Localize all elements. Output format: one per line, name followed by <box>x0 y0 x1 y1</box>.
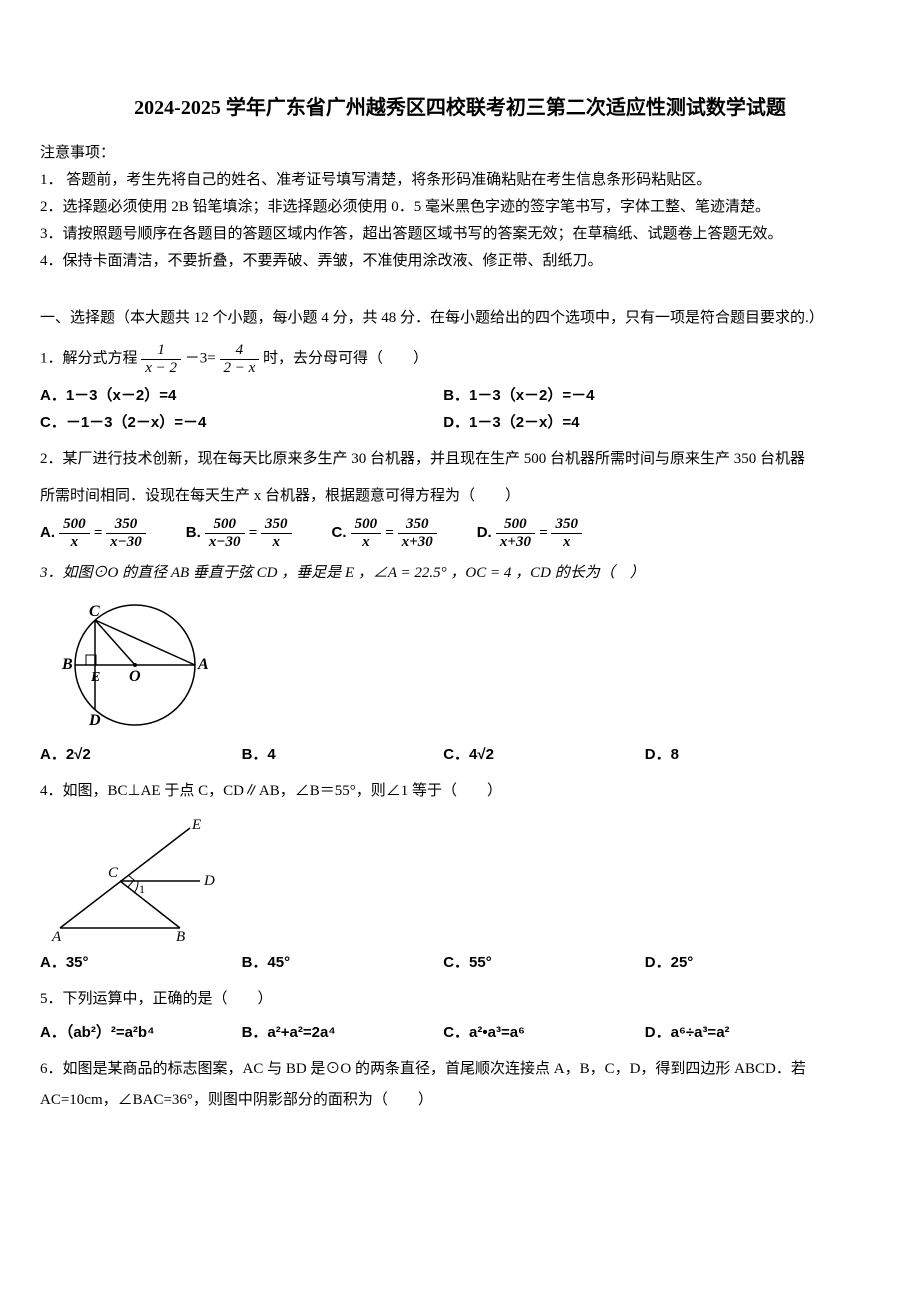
notice-head: 注意事项： <box>40 140 880 167</box>
q4-optC: C．55° <box>443 949 645 976</box>
q2-fD1n: 500 <box>496 516 535 534</box>
q1-mid: －3= <box>185 350 216 366</box>
q5-optD: D．a⁶÷a³=a² <box>645 1019 847 1046</box>
question-6a: 6．如图是某商品的标志图案，AC 与 BD 是⊙O 的两条直径，首尾顺次连接点 … <box>40 1056 880 1083</box>
q5-optA: A．（ab²）²=a²b⁴ <box>40 1019 242 1046</box>
question-3: 3．如图⊙O 的直径 AB 垂直于弦 CD ，垂足是 E ，∠A = 22.5°… <box>40 560 880 587</box>
q4-figure: E C D A B 1 <box>40 813 240 943</box>
q2-l2: 所需时间相同．设现在每天生产 x 台机器，根据题意可得方程为（ ） <box>40 488 520 504</box>
q1-f2-den: 2 − x <box>220 360 260 377</box>
q4-options: A．35° B．45° C．55° D．25° <box>40 949 880 976</box>
notice-3: 3．请按照题号顺序在各题目的答题区域内作答，超出答题区域书写的答案无效；在草稿纸… <box>40 221 880 248</box>
q6-l1: 6．如图是某商品的标志图案，AC 与 BD 是⊙O 的两条直径，首尾顺次连接点 … <box>40 1061 806 1077</box>
q1-f1-num: 1 <box>141 342 181 360</box>
q1-options: A．1－3（x－2）=4 B．1－3（x－2）=－4 C．－1－3（2－x）=－… <box>40 382 880 436</box>
q1-pre: 1．解分式方程 <box>40 350 141 366</box>
q2-A: A. <box>40 524 55 541</box>
notice-4: 4．保持卡面清洁，不要折叠，不要弄破、弄皱，不准使用涂改液、修正带、刮纸刀。 <box>40 248 880 275</box>
q2-D: D. <box>477 524 492 541</box>
q3-optB: B．4 <box>242 741 444 768</box>
q3-options: A．2√2 B．4 C．4√2 D．8 <box>40 741 880 768</box>
q2-C: C. <box>332 524 347 541</box>
question-1: 1．解分式方程 1 x − 2 －3= 4 2 − x 时，去分母可得（ ） <box>40 342 880 376</box>
q3-label-O: O <box>129 668 141 685</box>
q2-fB1d: x−30 <box>205 534 245 551</box>
q6-l2: AC=10cm，∠BAC=36°，则图中阴影部分的面积为（ ） <box>40 1092 433 1108</box>
q2-fD1d: x+30 <box>496 534 535 551</box>
q5-options: A．（ab²）²=a²b⁴ B．a²+a²=2a⁴ C．a²•a³=a⁶ D．a… <box>40 1019 880 1046</box>
section-1: 一、选择题（本大题共 12 个小题，每小题 4 分，共 48 分．在每小题给出的… <box>40 305 880 332</box>
notice-1: 1． 答题前，考生先将自己的姓名、准考证号填写清楚，将条形码准确粘贴在考生信息条… <box>40 167 880 194</box>
page-title: 2024-2025 学年广东省广州越秀区四校联考初三第二次适应性测试数学试题 <box>40 90 880 126</box>
q2-optC: C. 500x = 350x+30 <box>332 516 437 550</box>
q2-fA1d: x <box>59 534 90 551</box>
q4-optD: D．25° <box>645 949 847 976</box>
q3-label-D: D <box>88 712 101 729</box>
q2-optD: D. 500x+30 = 350x <box>477 516 582 550</box>
q1-frac1: 1 x − 2 <box>141 342 181 376</box>
q4-label-1: 1 <box>139 882 145 896</box>
q3-optA: A．2√2 <box>40 741 242 768</box>
q2-B: B. <box>186 524 201 541</box>
q2-options: A. 500x = 350x−30 B. 500x−30 = 350x C. 5… <box>40 516 880 550</box>
notice-2: 2．选择题必须使用 2B 铅笔填涂；非选择题必须使用 0．5 毫米黑色字迹的签字… <box>40 194 880 221</box>
q3-label-C: C <box>89 603 100 620</box>
q2-optA: A. 500x = 350x−30 <box>40 516 146 550</box>
q1-optA: A．1－3（x－2）=4 <box>40 382 443 409</box>
q1-f1-den: x − 2 <box>141 360 181 377</box>
q2-fD2n: 350 <box>551 516 582 534</box>
q1-frac2: 4 2 − x <box>220 342 260 376</box>
question-2b: 所需时间相同．设现在每天生产 x 台机器，根据题意可得方程为（ ） <box>40 483 880 510</box>
q3-figure: C B E O A D <box>40 595 210 735</box>
q3-label-E: E <box>90 670 100 685</box>
q4-label-A: A <box>51 929 62 943</box>
q1-post: 时，去分母可得（ ） <box>263 350 428 366</box>
question-2: 2．某厂进行技术创新，现在每天比原来多生产 30 台机器，并且现在生产 500 … <box>40 446 880 473</box>
q1-optB: B．1－3（x－2）=－4 <box>443 382 846 409</box>
q1-f2-num: 4 <box>220 342 260 360</box>
question-4: 4．如图，BC⊥AE 于点 C，CD∥AB，∠B＝55°，则∠1 等于（ ） <box>40 778 880 805</box>
q4-optA: A．35° <box>40 949 242 976</box>
q1-optC: C．－1－3（2－x）=－4 <box>40 409 443 436</box>
q2-fB2d: x <box>261 534 292 551</box>
q2-fB2n: 350 <box>261 516 292 534</box>
q2-fA2d: x−30 <box>106 534 146 551</box>
q3-optC: C．4√2 <box>443 741 645 768</box>
q5-optC: C．a²•a³=a⁶ <box>443 1019 645 1046</box>
q4-label-C: C <box>108 865 119 881</box>
question-6b: AC=10cm，∠BAC=36°，则图中阴影部分的面积为（ ） <box>40 1087 880 1114</box>
q4-label-B: B <box>176 929 185 943</box>
q3-text: 3．如图⊙O 的直径 AB 垂直于弦 CD ，垂足是 E ，∠A = 22.5°… <box>40 565 645 581</box>
q4-label-D: D <box>203 873 215 889</box>
q2-fC1d: x <box>351 534 382 551</box>
q4-label-E: E <box>191 817 201 833</box>
q2-optB: B. 500x−30 = 350x <box>186 516 292 550</box>
q1-optD: D．1－3（2－x）=4 <box>443 409 846 436</box>
q4-optB: B．45° <box>242 949 444 976</box>
q2-fC2d: x+30 <box>398 534 437 551</box>
question-5: 5．下列运算中，正确的是（ ） <box>40 986 880 1013</box>
q2-l1: 2．某厂进行技术创新，现在每天比原来多生产 30 台机器，并且现在生产 500 … <box>40 451 805 467</box>
q3-label-B: B <box>61 656 73 673</box>
q2-fC1n: 500 <box>351 516 382 534</box>
q2-fD2d: x <box>551 534 582 551</box>
q2-fB1n: 500 <box>205 516 245 534</box>
q5-optB: B．a²+a²=2a⁴ <box>242 1019 444 1046</box>
q2-fC2n: 350 <box>398 516 437 534</box>
q2-fA1n: 500 <box>59 516 90 534</box>
q3-label-A: A <box>197 656 209 673</box>
q3-optD: D．8 <box>645 741 847 768</box>
q4-text: 4．如图，BC⊥AE 于点 C，CD∥AB，∠B＝55°，则∠1 等于（ ） <box>40 783 502 799</box>
q2-fA2n: 350 <box>106 516 146 534</box>
